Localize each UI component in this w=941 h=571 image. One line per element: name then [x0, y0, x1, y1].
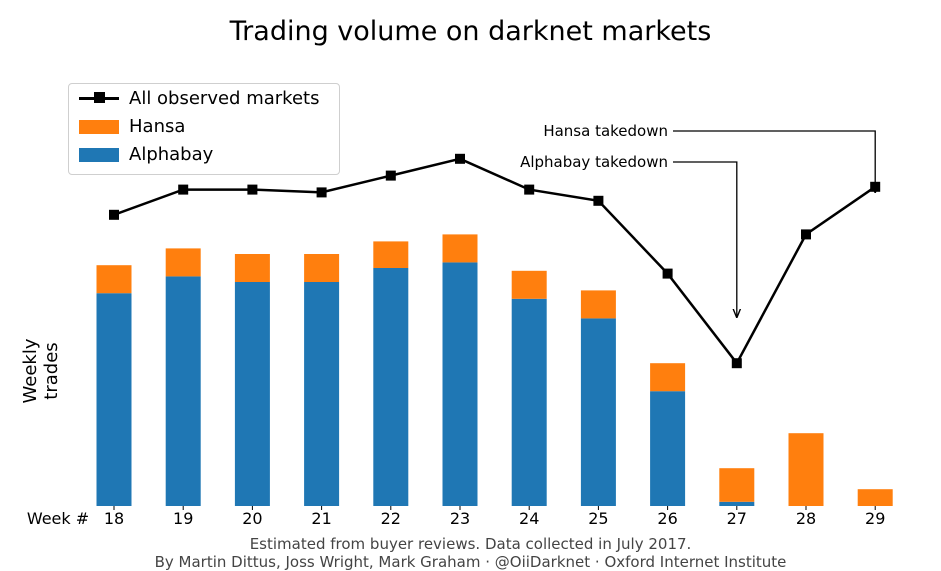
point-all-markets-28	[801, 229, 811, 240]
ticks-layer: Week # 18 19 20 21 22 23 24 25 26 27 28 29	[27, 506, 885, 528]
legend-label-all-markets: All observed markets	[129, 88, 320, 109]
x-axis-label: Week #	[27, 509, 89, 528]
legend-label-hansa: Hansa	[129, 116, 186, 137]
x-tick-label-26: 26	[657, 509, 677, 528]
y-axis-label: Weekly trades	[20, 338, 62, 404]
point-all-markets-18	[109, 209, 119, 220]
x-tick-label-24: 24	[519, 509, 539, 528]
bar-alphabay-24	[511, 298, 547, 506]
bar-alphabay-18	[96, 293, 132, 506]
bar-hansa-28	[788, 433, 824, 506]
legend-marker-swatch	[94, 92, 105, 103]
x-tick-label-22: 22	[381, 509, 401, 528]
bar-alphabay-27	[719, 501, 755, 506]
x-tick-label-28: 28	[796, 509, 816, 528]
point-all-markets-20	[247, 184, 258, 195]
bar-alphabay-21	[304, 282, 340, 506]
point-all-markets-26	[662, 268, 673, 279]
point-all-markets-25	[593, 195, 604, 206]
point-all-markets-24	[524, 184, 535, 195]
bar-hansa-29	[857, 489, 893, 506]
bar-alphabay-22	[373, 268, 409, 506]
bar-hansa-26	[650, 363, 686, 392]
legend-item-alphabay: Alphabay	[69, 142, 339, 168]
footer-note: Estimated from buyer reviews. Data colle…	[249, 535, 692, 553]
point-all-markets-21	[316, 187, 327, 198]
x-tick-label-27: 27	[727, 509, 747, 528]
legend-item-hansa: Hansa	[69, 114, 339, 140]
bar-hansa-27	[719, 468, 755, 502]
bar-hansa-21	[304, 254, 340, 282]
legend-item-all-markets: All observed markets	[69, 86, 339, 112]
x-tick-label-25: 25	[588, 509, 608, 528]
bars-layer	[96, 234, 893, 506]
point-all-markets-23	[455, 153, 465, 164]
annotation-hansa-arrow	[673, 130, 875, 192]
x-tick-label-29: 29	[865, 509, 885, 528]
bar-alphabay-20	[234, 282, 270, 506]
line-layer	[109, 153, 881, 369]
point-all-markets-22	[385, 170, 396, 181]
legend-alphabay-swatch	[79, 148, 119, 162]
x-tick-label-23: 23	[450, 509, 470, 528]
point-all-markets-27	[731, 358, 742, 369]
x-tick-label-20: 20	[242, 509, 262, 528]
bar-hansa-22	[373, 241, 409, 268]
x-tick-label-19: 19	[173, 509, 193, 528]
legend-label-alphabay: Alphabay	[129, 144, 214, 165]
annotation-hansa-takedown: Hansa takedown	[543, 122, 668, 140]
footer-credits: By Martin Dittus, Joss Wright, Mark Grah…	[154, 553, 787, 571]
legend: All observed markets Hansa Alphabay	[68, 83, 340, 175]
bar-alphabay-25	[580, 318, 616, 506]
legend-hansa-swatch	[79, 120, 119, 134]
bar-hansa-19	[165, 248, 201, 277]
bar-hansa-24	[511, 270, 547, 299]
annotation-alphabay-arrow	[673, 161, 737, 317]
bar-hansa-20	[234, 254, 270, 282]
x-tick-label-21: 21	[311, 509, 331, 528]
annotations-layer: Hansa takedown Alphabay takedown	[520, 122, 875, 317]
bar-alphabay-23	[442, 262, 478, 506]
bar-alphabay-26	[650, 391, 686, 506]
line-all-markets	[113, 157, 876, 366]
annotation-alphabay-takedown: Alphabay takedown	[520, 153, 668, 171]
bar-hansa-23	[442, 234, 478, 263]
chart-title: Trading volume on darknet markets	[229, 16, 712, 47]
bar-alphabay-19	[165, 276, 201, 506]
bar-hansa-18	[96, 265, 132, 294]
x-tick-label-18: 18	[104, 509, 124, 528]
bar-hansa-25	[580, 290, 616, 319]
point-all-markets-19	[178, 184, 189, 195]
